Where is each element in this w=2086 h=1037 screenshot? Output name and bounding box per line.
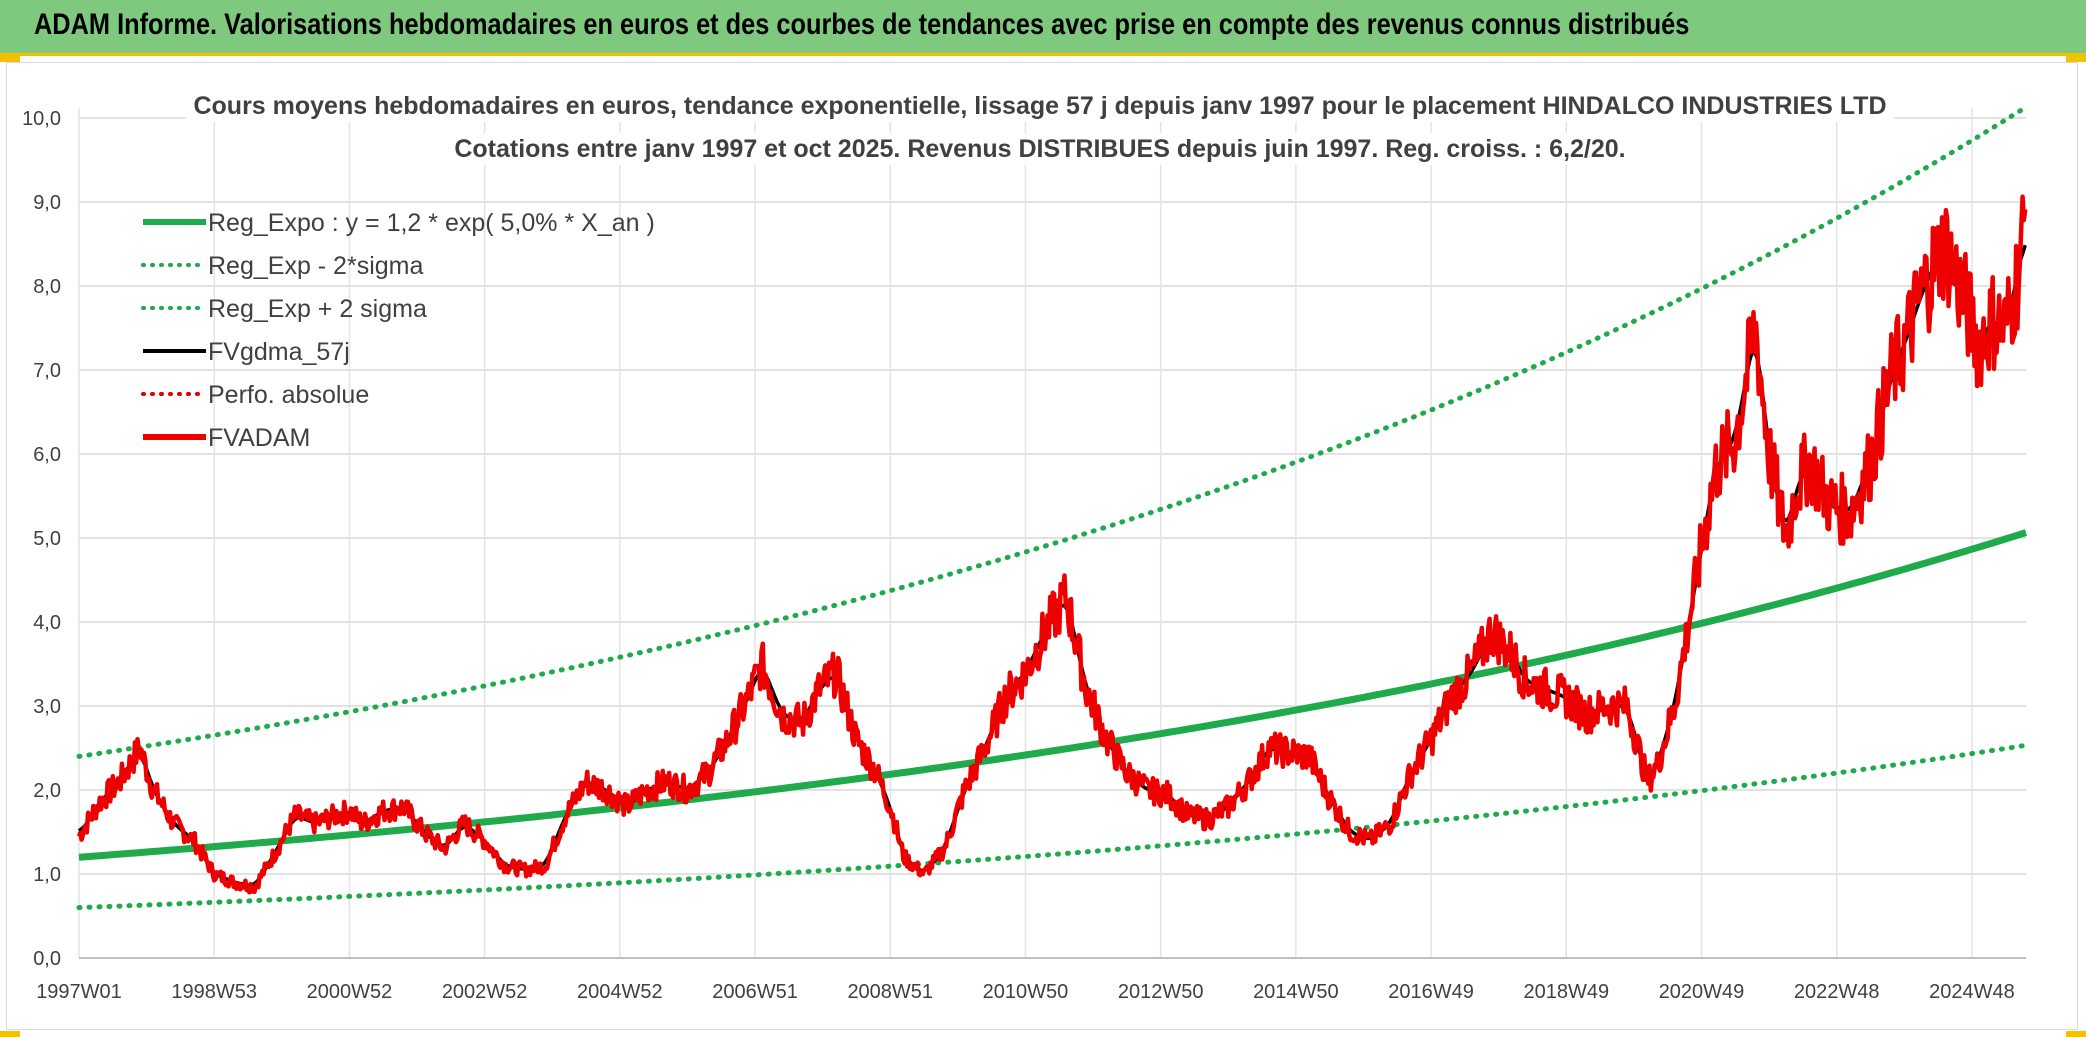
y-tick-label: 10,0	[22, 108, 61, 130]
y-tick-label: 7,0	[33, 360, 61, 382]
y-tick-label: 9,0	[33, 192, 61, 214]
series-fvadam	[76, 194, 2028, 895]
x-tick-label: 2008W51	[847, 981, 933, 1003]
chart-title-line-1: Cours moyens hebdomadaires en euros, ten…	[193, 92, 1886, 120]
y-tick-label: 8,0	[33, 276, 61, 298]
x-tick-label: 2002W52	[442, 981, 528, 1003]
legend: Reg_Expo : y = 1,2 * exp( 5,0% * X_an ) R…	[141, 209, 655, 452]
legend-label: FVADAM	[208, 424, 310, 452]
x-tick-label: 2000W52	[307, 981, 393, 1003]
legend-label: Reg_Expo : y = 1,2 * exp( 5,0% * X_an )	[208, 209, 655, 237]
x-tick-label: 2014W50	[1253, 981, 1339, 1003]
x-tick-label: 1998W53	[171, 981, 257, 1003]
y-tick-label: 5,0	[33, 528, 61, 550]
x-tick-label: 2016W49	[1388, 981, 1474, 1003]
series-reg-expo	[78, 529, 2028, 861]
x-tick-label: 2022W48	[1794, 981, 1880, 1003]
x-axis-ticks: 1997W01 1998W53 2000W52 2002W52 2004W52 2006W…	[36, 981, 2015, 1003]
y-tick-label: 6,0	[33, 444, 61, 466]
report-title: ADAM Informe. Valorisations hebdomadaire…	[34, 8, 1690, 41]
corner-accent	[0, 1031, 20, 1037]
series-layer	[76, 104, 2029, 911]
y-tick-label: 2,0	[33, 780, 61, 802]
corner-accent	[0, 56, 20, 62]
report-header: ADAM Informe. Valorisations hebdomadaire…	[0, 0, 2086, 56]
chart-title: Cours moyens hebdomadaires en euros, ten…	[185, 90, 1895, 165]
x-tick-label: 2024W48	[1929, 981, 2015, 1003]
x-tick-label: 2012W50	[1118, 981, 1204, 1003]
y-axis-ticks: 0,0 1,0 2,0 3,0 4,0 5,0 6,0 7,0 8,0 9,0 10,0	[22, 108, 61, 970]
x-tick-label: 1997W01	[36, 981, 122, 1003]
legend-label: FVgdma_57j	[208, 338, 350, 366]
corner-accent	[2066, 1031, 2086, 1037]
legend-label: Perfo. absolue	[208, 381, 369, 409]
y-tick-label: 1,0	[33, 864, 61, 886]
x-tick-label: 2010W50	[983, 981, 1069, 1003]
corner-accent	[2066, 56, 2086, 62]
series-reg-plus-2-sigma	[76, 104, 2029, 759]
chart-title-line-2: Cotations entre janv 1997 et oct 2025. R…	[454, 135, 1625, 163]
x-tick-label: 2020W49	[1659, 981, 1745, 1003]
legend-label: Reg_Exp - 2*sigma	[208, 252, 423, 280]
title-background	[446, 133, 1634, 165]
x-tick-label: 2004W52	[577, 981, 663, 1003]
x-tick-label: 2006W51	[712, 981, 798, 1003]
title-background	[185, 90, 1895, 122]
y-tick-label: 3,0	[33, 696, 61, 718]
y-tick-label: 4,0	[33, 612, 61, 634]
chart-frame	[6, 62, 2078, 1030]
legend-label: Reg_Exp + 2 sigma	[208, 295, 427, 323]
y-tick-label: 0,0	[33, 948, 61, 970]
x-tick-label: 2018W49	[1523, 981, 1609, 1003]
